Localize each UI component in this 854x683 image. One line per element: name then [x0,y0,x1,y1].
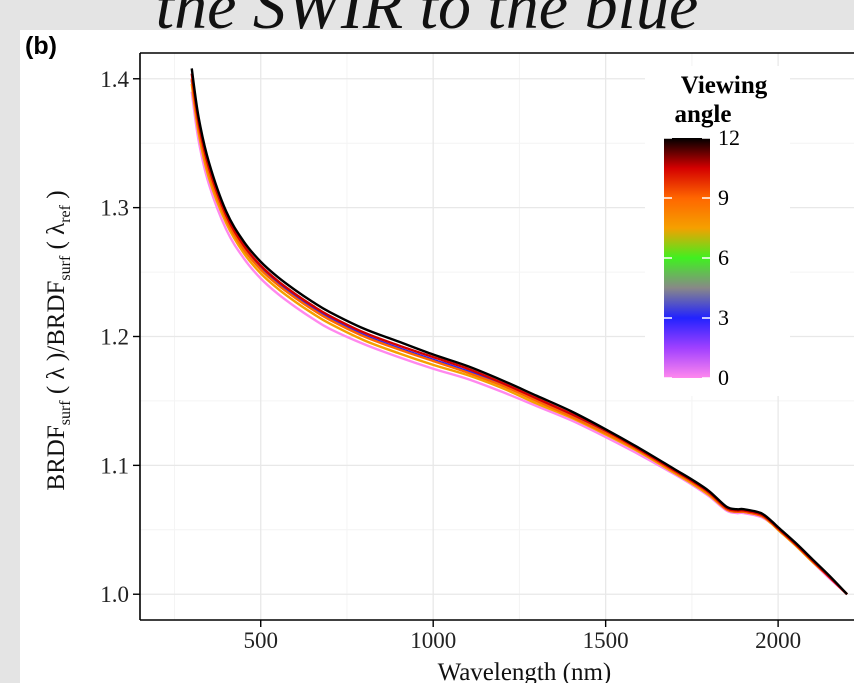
y-tick-label: 1.4 [100,67,129,92]
legend-tick-label: 3 [718,305,729,330]
x-tick-label: 500 [243,628,278,653]
labels-layer: 1.0 1.1 1.2 1.3 1.4 500 1000 1500 2000 Wavelength… [43,67,801,683]
y-tick-label: 1.1 [100,453,129,478]
legend-title-line2: angle [675,101,732,128]
y-tick-label: 1.0 [100,582,129,607]
x-tick-label: 1000 [410,628,456,653]
axes-layer [133,52,854,627]
lines-layer [190,68,848,596]
panel-label: (b) [25,32,57,60]
figure-panel: (b) Viewing angle 12 9 6 3 0 1.0 1.1 1.2 1.3 1.4 50… [20,30,854,683]
legend-tick-label: 6 [718,245,729,270]
y-tick-label: 1.2 [100,325,129,350]
legend-tick-label: 0 [718,365,729,390]
y-axis-title: BRDFsurf ( λ )/BRDFsurf ( λref ) [43,190,74,490]
series-line [190,68,848,596]
y-tick-label: 1.3 [100,196,129,221]
x-axis-title: Wavelength (nm) [438,659,612,683]
x-tick-label: 1500 [583,628,629,653]
legend-title-line1: Viewing [681,72,768,99]
x-tick-label: 2000 [755,628,801,653]
legend-tick-label: 12 [718,125,740,150]
legend-tick-label: 9 [718,185,729,210]
